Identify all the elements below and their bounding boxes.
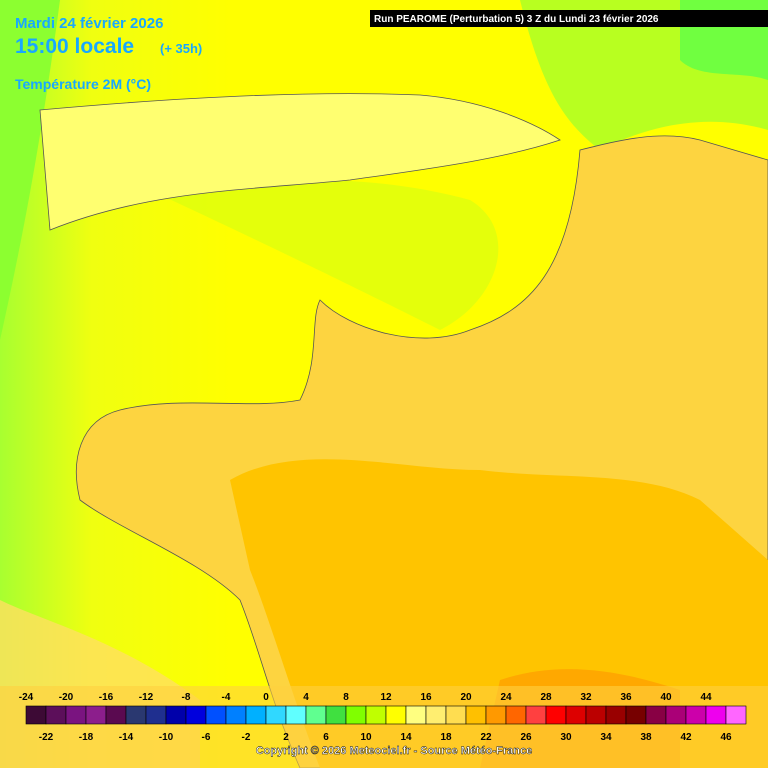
- legend-label: 0: [263, 692, 269, 703]
- legend-swatch: [185, 705, 207, 725]
- legend-swatch: [45, 705, 67, 725]
- legend-swatch: [705, 705, 727, 725]
- legend-label: 38: [640, 732, 652, 743]
- legend-swatch: [205, 705, 227, 725]
- legend-label: 42: [680, 732, 692, 743]
- legend-label: 34: [600, 732, 612, 743]
- legend-label: -8: [182, 692, 191, 703]
- legend-swatch: [545, 705, 567, 725]
- run-info: Run PEAROME (Perturbation 5) 3 Z du Lund…: [374, 14, 659, 25]
- legend-label: 44: [700, 692, 712, 703]
- legend-label: 2: [283, 732, 289, 743]
- legend-label: 6: [323, 732, 329, 743]
- legend-label: 28: [540, 692, 552, 703]
- legend-swatch: [665, 705, 687, 725]
- legend-swatch: [165, 705, 187, 725]
- legend-swatch: [25, 705, 47, 725]
- legend-label: -22: [39, 732, 54, 743]
- copyright: Copyright © 2026 Meteociel.fr - Source M…: [256, 745, 532, 757]
- legend-swatch: [605, 705, 627, 725]
- legend-label: 20: [460, 692, 472, 703]
- legend-label: -18: [79, 732, 94, 743]
- legend-label: -2: [242, 732, 251, 743]
- legend-label: 12: [380, 692, 392, 703]
- legend-swatch: [245, 705, 267, 725]
- legend-swatch: [345, 705, 367, 725]
- legend-swatch: [365, 705, 387, 725]
- legend-label: 10: [360, 732, 372, 743]
- legend-swatch: [285, 705, 307, 725]
- legend-label: 8: [343, 692, 349, 703]
- legend-label: 4: [303, 692, 309, 703]
- cool-zone: [150, 180, 499, 330]
- legend-swatch: [685, 705, 707, 725]
- legend-label: 46: [720, 732, 732, 743]
- legend-label: 26: [520, 732, 532, 743]
- legend-swatch: [565, 705, 587, 725]
- legend-swatch: [725, 705, 747, 725]
- legend-swatch: [385, 705, 407, 725]
- time: 15:00 locale: [15, 35, 134, 58]
- legend-swatch: [625, 705, 647, 725]
- legend-swatch: [325, 705, 347, 725]
- legend-label: -14: [119, 732, 134, 743]
- legend-label: -16: [99, 692, 114, 703]
- england: [39, 93, 561, 231]
- legend-swatch: [125, 705, 147, 725]
- date: Mardi 24 février 2026: [15, 15, 163, 32]
- legend-bg: [0, 686, 768, 768]
- legend-label: -24: [19, 692, 34, 703]
- legend-label: 36: [620, 692, 632, 703]
- legend-swatch: [105, 705, 127, 725]
- legend-swatch: [525, 705, 547, 725]
- legend-label: -20: [59, 692, 74, 703]
- legend-swatch: [265, 705, 287, 725]
- legend-label: -6: [202, 732, 211, 743]
- cool-zone: [0, 0, 60, 340]
- legend-swatch: [225, 705, 247, 725]
- legend-swatch: [485, 705, 507, 725]
- field-name: Température 2M (°C): [15, 76, 151, 92]
- legend-swatch: [405, 705, 427, 725]
- legend-swatch: [65, 705, 87, 725]
- lead-time: (+ 35h): [160, 41, 202, 56]
- legend-swatch: [585, 705, 607, 725]
- legend-swatch: [445, 705, 467, 725]
- legend-label: 24: [500, 692, 512, 703]
- legend-label: 32: [580, 692, 592, 703]
- legend-label: 14: [400, 732, 412, 743]
- legend-swatch: [305, 705, 327, 725]
- legend-swatch: [145, 705, 167, 725]
- legend-label: -4: [222, 692, 231, 703]
- legend-label: 22: [480, 732, 492, 743]
- legend-label: -10: [159, 732, 174, 743]
- legend-swatch: [425, 705, 447, 725]
- legend-label: 40: [660, 692, 672, 703]
- legend: -24-22-20-18-16-14-12-10-8-6-4-202468101…: [19, 692, 747, 743]
- legend-swatch: [465, 705, 487, 725]
- legend-swatch: [645, 705, 667, 725]
- legend-swatch: [505, 705, 527, 725]
- run-box: [370, 10, 768, 27]
- legend-swatch: [85, 705, 107, 725]
- legend-label: 30: [560, 732, 572, 743]
- legend-label: -12: [139, 692, 154, 703]
- legend-label: 18: [440, 732, 452, 743]
- legend-label: 16: [420, 692, 432, 703]
